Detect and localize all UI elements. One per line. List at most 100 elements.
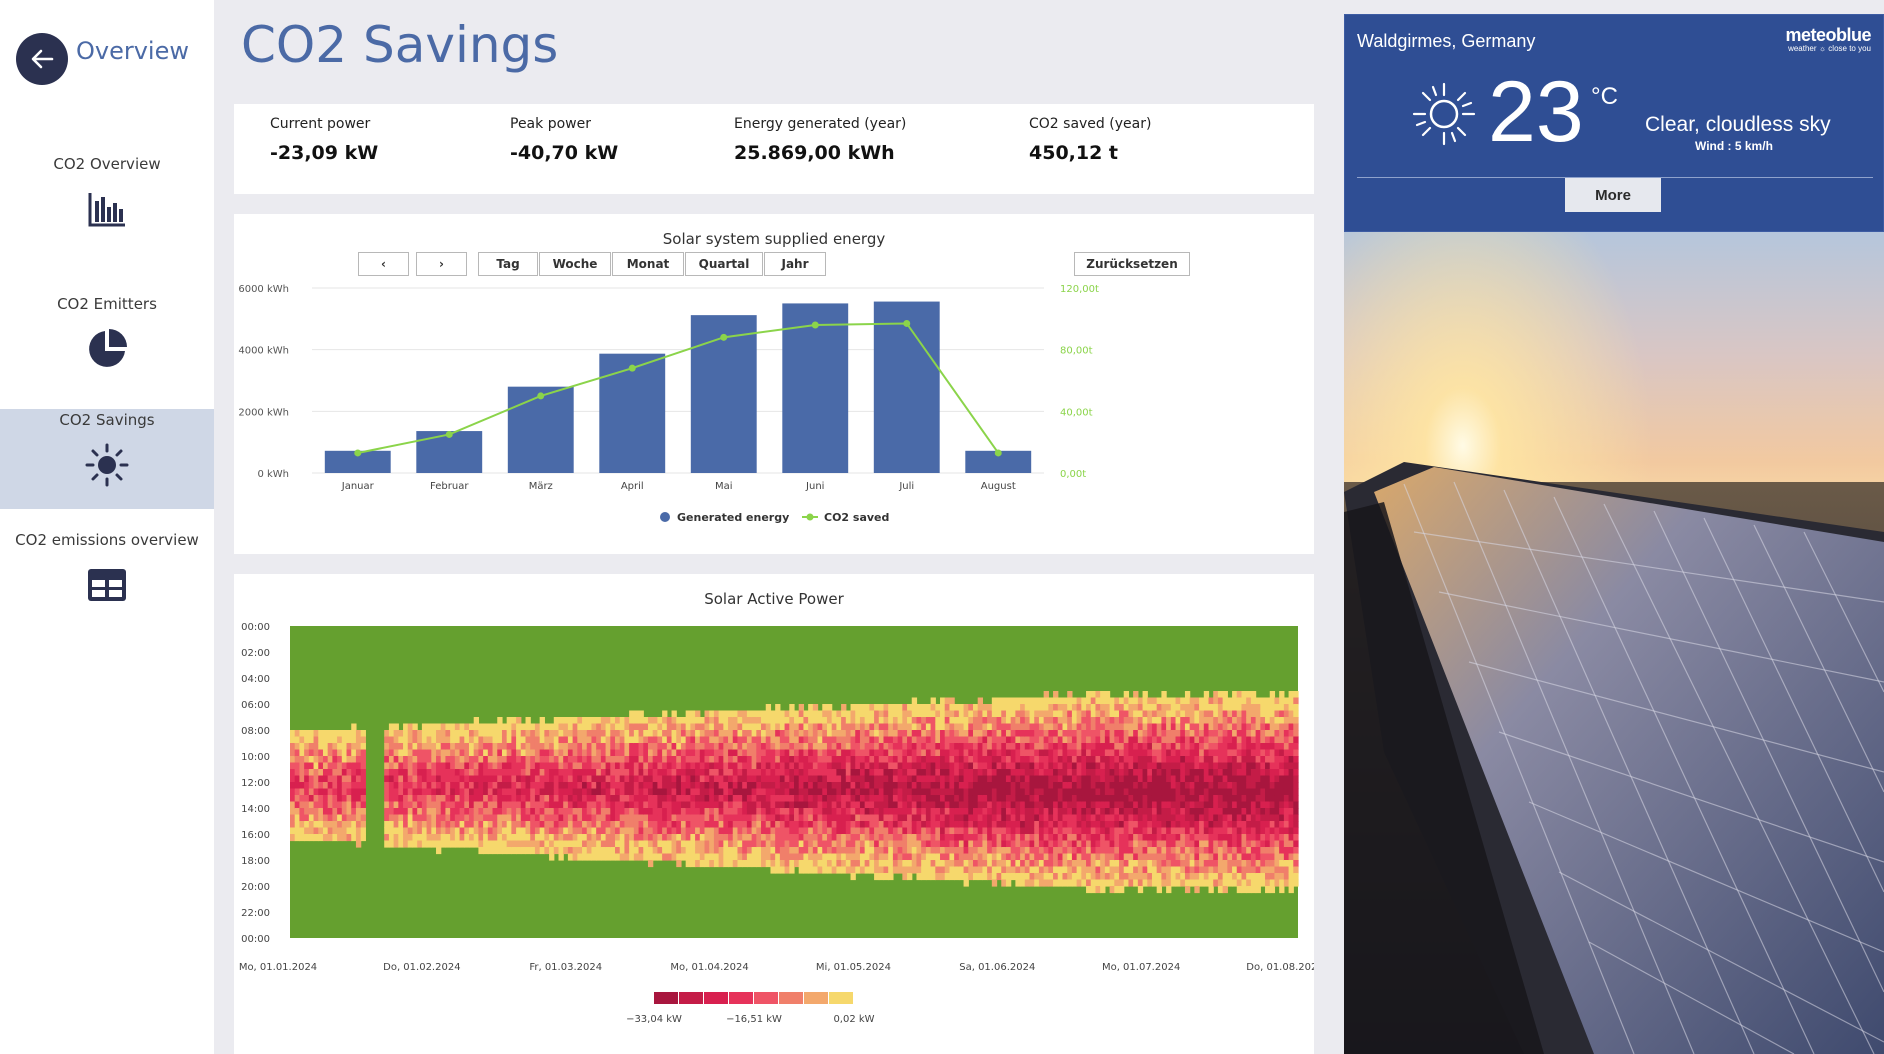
heatmap-cell [982,801,988,809]
back-button[interactable] [16,33,68,85]
tab-day[interactable]: Tag [478,252,538,276]
heatmap-cell [911,866,918,874]
heatmap-cell [417,736,423,744]
heatmap-cell [1208,866,1214,874]
heatmap-cell [1246,808,1252,816]
prev-period-button[interactable]: ‹ [358,252,409,276]
heatmap-cell [1147,873,1153,881]
heatmap-cell [520,814,527,822]
tab-quarter[interactable]: Quartal [685,252,763,276]
heatmap-cell [1142,723,1148,731]
legend-label[interactable]: Generated energy [677,511,789,524]
heatmap-cell [695,808,701,816]
heatmap-cell [1180,860,1186,868]
bar[interactable] [690,315,757,473]
heatmap-cell [798,743,805,751]
heatmap-cell [699,821,706,829]
heatmap-cell [605,795,611,803]
tab-year[interactable]: Jahr [764,252,826,276]
heatmap-cell [1170,814,1177,822]
heatmap-cell [1062,710,1068,718]
heatmap-cell [1081,788,1087,796]
heatmap-cell [615,782,621,790]
heatmap-cell [756,730,762,738]
heatmap-cell [1166,814,1172,822]
tab-week[interactable]: Woche [539,252,611,276]
line-point[interactable] [354,449,362,457]
heatmap-cell [869,821,875,829]
heatmap-cell [1119,834,1125,842]
heatmap-cell [761,762,767,770]
heatmap-cell [822,775,828,783]
heatmap-cell [770,821,776,829]
heatmap-cell [987,710,993,718]
heatmap-cell [709,723,715,731]
sidebar-item-co2-emitters[interactable]: CO2 Emitters [0,295,214,395]
bar[interactable] [965,450,1032,473]
heatmap-cell [1128,775,1134,783]
tab-month[interactable]: Monat [612,252,684,276]
heatmap-cell [582,808,588,816]
overview-link[interactable]: Overview [76,37,189,65]
heatmap-cell [756,723,762,731]
line-point[interactable] [811,321,819,329]
legend-label[interactable]: CO2 saved [824,511,889,524]
heatmap-cell [1034,847,1040,855]
heatmap-cell [647,795,654,803]
heatmap-cell [1119,873,1125,881]
heatmap-cell [525,795,531,803]
reset-button[interactable]: Zurücksetzen [1074,252,1190,276]
heatmap-cell [1053,691,1059,699]
heatmap-cell [610,801,616,809]
heatmap-cell [869,775,875,783]
heatmap-cell [591,788,597,796]
line-point[interactable] [537,392,545,400]
heatmap-cell [987,743,993,751]
line-point[interactable] [628,364,636,372]
heatmap-cell [1123,775,1130,783]
bar[interactable] [873,301,940,473]
heatmap-cell [341,782,348,790]
heatmap-cell [968,853,974,861]
sidebar-item-co2-emissions-overview[interactable]: CO2 emissions overview [0,531,214,631]
heatmap-cell [384,736,390,744]
line-point[interactable] [994,449,1002,457]
heatmap-cell [907,808,913,816]
heatmap-cell [987,860,993,868]
heatmap-cell [723,860,729,868]
heatmap-cell [1128,827,1134,835]
heatmap-cell [417,749,423,757]
bar[interactable] [782,303,849,473]
heatmap-cell [902,853,908,861]
heatmap-cell [746,769,753,777]
bar[interactable] [324,450,391,473]
heatmap-cell [492,749,498,757]
heatmap-cell [1076,827,1082,835]
heatmap-cell [925,827,932,835]
heatmap-cell [610,769,616,777]
heatmap-cell [944,756,951,764]
line-point[interactable] [720,333,728,341]
heatmap-cell [826,717,833,725]
heatmap-cell [822,808,828,816]
bar[interactable] [599,353,666,473]
heatmap-cell [483,840,489,848]
line-point[interactable] [903,319,911,327]
heatmap-cell [958,710,965,718]
heatmap-cell [299,756,305,764]
heatmap-cell [855,860,861,868]
heatmap-cell [346,775,352,783]
heatmap-cell [826,769,833,777]
heatmap-cell [318,775,324,783]
line-point[interactable] [445,430,453,438]
heatmap-cell [327,821,333,829]
heatmap-cell [322,808,329,816]
heatmap-cell [464,834,470,842]
heatmap-cell [869,788,875,796]
sidebar-item-co2-overview[interactable]: CO2 Overview [0,155,214,255]
bar[interactable] [507,386,574,473]
sidebar-item-co2-savings[interactable]: CO2 Savings [0,409,214,509]
heatmap-cell [874,723,880,731]
heatmap-cell [963,801,969,809]
next-period-button[interactable]: › [416,252,467,276]
